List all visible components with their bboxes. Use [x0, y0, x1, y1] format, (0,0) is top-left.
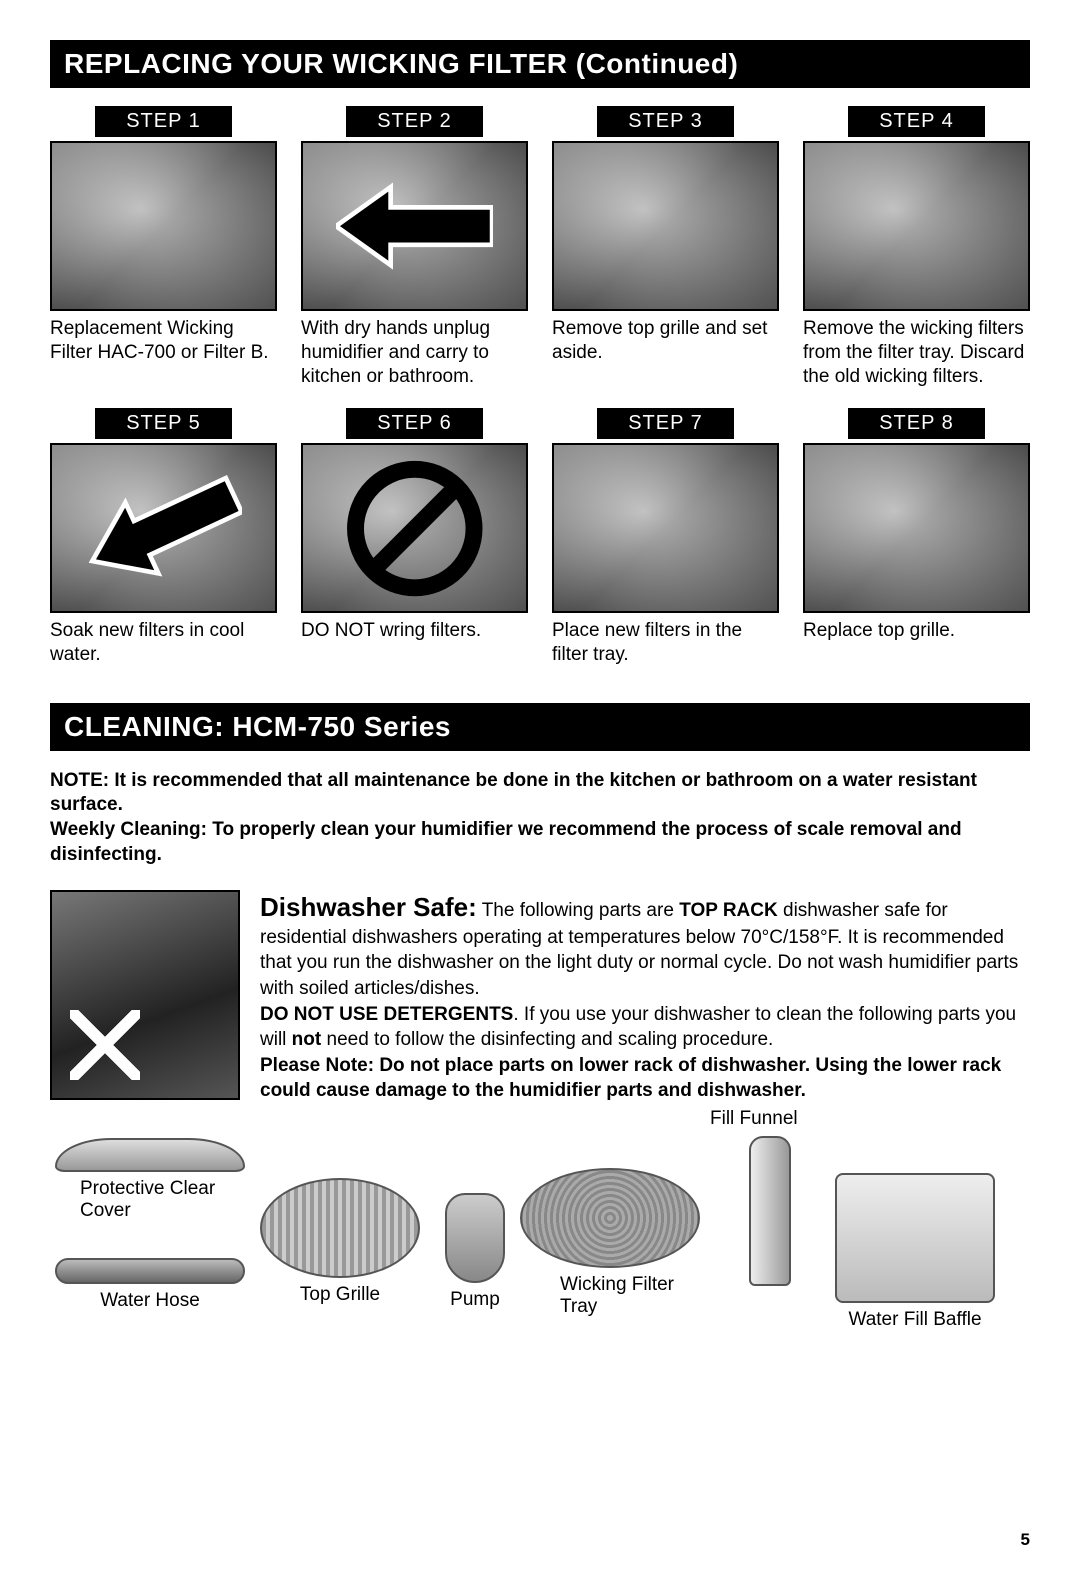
step-2: STEP 2 With dry hands unplug humidifier …: [301, 106, 528, 388]
step-label: STEP 2: [346, 106, 482, 137]
step-image: [50, 443, 277, 613]
parts-diagram: Protective Clear Cover Water Hose Top Gr…: [50, 1128, 1030, 1378]
step-caption: Replacement Wicking Filter HAC-700 or Fi…: [50, 317, 277, 365]
dishwasher-body1-pre: The following parts are: [482, 900, 680, 921]
step-image: [50, 141, 277, 311]
step-image: [301, 141, 528, 311]
step-label: STEP 5: [95, 408, 231, 439]
not-bold: not: [292, 1029, 322, 1050]
part-label: Protective Clear Cover: [50, 1178, 250, 1222]
step-label: STEP 4: [848, 106, 984, 137]
step-4: STEP 4 Remove the wicking filters from t…: [803, 106, 1030, 388]
step-label: STEP 1: [95, 106, 231, 137]
note-line-2: Weekly Cleaning: To properly clean your …: [50, 819, 962, 865]
section-header-replacing: REPLACING YOUR WICKING FILTER (Continued…: [50, 40, 1030, 88]
step-1: STEP 1 Replacement Wicking Filter HAC-70…: [50, 106, 277, 388]
step-caption: Remove top grille and set aside.: [552, 317, 779, 365]
section-header-cleaning: CLEANING: HCM-750 Series: [50, 703, 1030, 751]
part-filter-tray: Wicking Filter Tray: [510, 1168, 710, 1318]
step-caption: Soak new filters in cool water.: [50, 619, 277, 667]
arrow-icon: [52, 445, 275, 611]
cleaning-note: NOTE: It is recommended that all mainten…: [50, 769, 1030, 868]
step-image: [552, 141, 779, 311]
arrow-icon: [303, 143, 526, 309]
step-5: STEP 5 Soak new filters in cool water.: [50, 408, 277, 667]
part-label: Water Hose: [50, 1290, 250, 1312]
step-image: [552, 443, 779, 613]
step-3: STEP 3 Remove top grille and set aside.: [552, 106, 779, 388]
step-label: STEP 3: [597, 106, 733, 137]
part-top-grille: Top Grille: [250, 1178, 430, 1306]
step-8: STEP 8 Replace top grille.: [803, 408, 1030, 667]
step-label: STEP 8: [848, 408, 984, 439]
dishwasher-lead: Dishwasher Safe:: [260, 892, 477, 922]
dishwasher-row: Dishwasher Safe: The following parts are…: [50, 890, 1030, 1105]
part-protective-cover: Protective Clear Cover: [50, 1138, 250, 1222]
step-caption: With dry hands unplug humidifier and car…: [301, 317, 528, 388]
steps-grid: STEP 1 Replacement Wicking Filter HAC-70…: [50, 106, 1030, 667]
step-7: STEP 7 Place new filters in the filter t…: [552, 408, 779, 667]
part-label: Water Fill Baffle: [820, 1309, 1010, 1331]
step-image: [803, 141, 1030, 311]
dishwasher-body2-post: need to follow the disinfecting and scal…: [321, 1029, 773, 1050]
step-label: STEP 7: [597, 408, 733, 439]
step-image: [301, 443, 528, 613]
part-label: Fill Funnel: [710, 1108, 830, 1130]
part-fill-funnel: Fill Funnel: [710, 1108, 830, 1292]
note-line-1: NOTE: It is recommended that all mainten…: [50, 770, 977, 816]
page-number: 5: [1021, 1530, 1030, 1550]
prohibit-icon: [303, 445, 526, 611]
do-not-detergents: DO NOT USE DETERGENTS: [260, 1004, 513, 1025]
part-fill-baffle: Water Fill Baffle: [820, 1173, 1010, 1331]
step-caption: Place new filters in the filter tray.: [552, 619, 779, 667]
step-caption: DO NOT wring filters.: [301, 619, 528, 643]
step-label: STEP 6: [346, 408, 482, 439]
dishwasher-image: [50, 890, 240, 1100]
step-6: STEP 6 DO NOT wring filters.: [301, 408, 528, 667]
step-caption: Remove the wicking filters from the filt…: [803, 317, 1030, 388]
please-note: Please Note: Do not place parts on lower…: [260, 1055, 1001, 1102]
step-caption: Replace top grille.: [803, 619, 1030, 643]
dishwasher-text: Dishwasher Safe: The following parts are…: [260, 890, 1030, 1105]
step-image: [803, 443, 1030, 613]
part-label: Top Grille: [250, 1284, 430, 1306]
part-water-hose: Water Hose: [50, 1258, 250, 1312]
part-label: Wicking Filter Tray: [510, 1274, 710, 1318]
top-rack-bold: TOP RACK: [679, 900, 778, 921]
